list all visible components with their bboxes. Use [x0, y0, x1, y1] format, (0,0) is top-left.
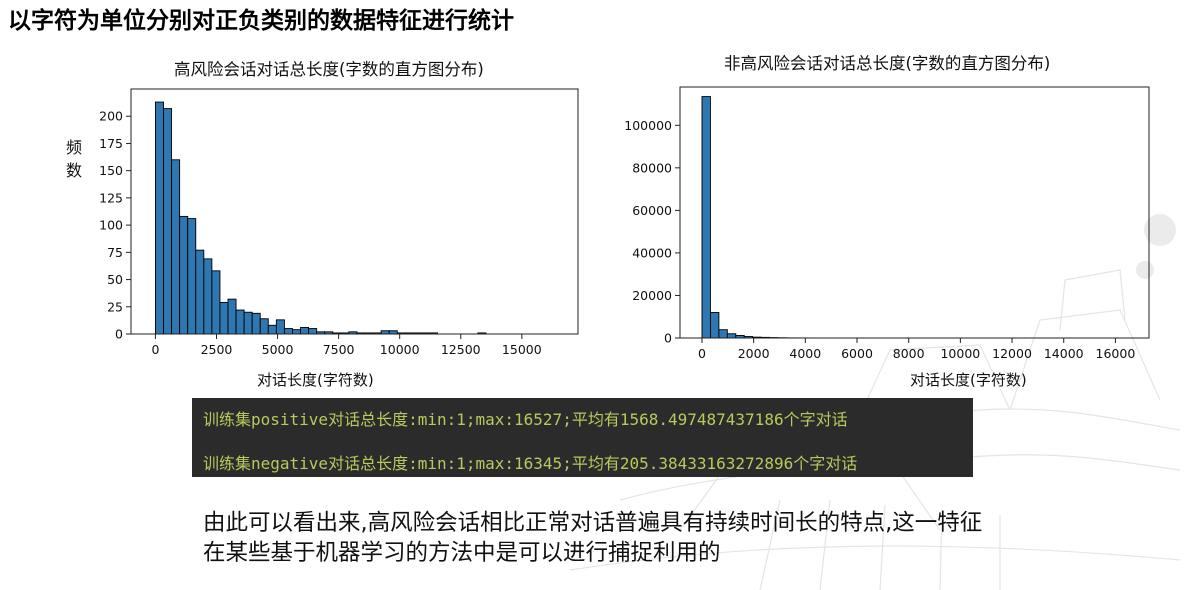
chart-2-x-tick: 0 [698, 338, 706, 361]
svg-text:80000: 80000 [632, 160, 672, 175]
slide-title: 以字符为单位分别对正负类别的数据特征进行统计 [8, 8, 514, 34]
svg-text:12500: 12500 [441, 342, 481, 357]
chart-2-title: 非高风险会话对话总长度(字数的直方图分布) [724, 54, 1051, 73]
svg-text:25: 25 [107, 299, 123, 314]
chart-2-bar [718, 329, 728, 339]
svg-text:60000: 60000 [632, 203, 672, 218]
svg-text:200: 200 [99, 109, 123, 124]
svg-text:125: 125 [99, 190, 123, 205]
chart-1-y-tick: 25 [107, 299, 131, 314]
svg-text:4000: 4000 [789, 346, 821, 361]
svg-text:50: 50 [107, 272, 123, 287]
chart-2-x-axis-label: 对话长度(字符数) [910, 371, 1027, 389]
svg-text:6000: 6000 [841, 346, 873, 361]
svg-text:175: 175 [99, 136, 123, 151]
chart-1-x-tick: 7500 [323, 334, 355, 357]
svg-text:150: 150 [99, 163, 123, 178]
svg-text:75: 75 [107, 245, 123, 260]
chart-2-x-tick: 16000 [1096, 338, 1136, 361]
chart-1-title: 高风险会话对话总长度(字数的直方图分布) [174, 60, 484, 79]
svg-text:2500: 2500 [201, 342, 233, 357]
svg-text:100000: 100000 [624, 118, 672, 133]
chart-1-y-tick: 75 [107, 245, 131, 260]
svg-text:20000: 20000 [632, 288, 672, 303]
chart-1-x-tick: 12500 [441, 334, 481, 357]
svg-text:0: 0 [698, 346, 706, 361]
negative-stats-line: 训练集negative对话总长度:min:1;max:16345;平均有205.… [203, 454, 858, 473]
chart-2-x-tick: 8000 [893, 338, 925, 361]
chart-1-x-tick: 15000 [502, 334, 542, 357]
chart-2-bar [701, 96, 711, 339]
chart-2-x-tick: 6000 [841, 338, 873, 361]
chart-2-y-tick: 20000 [632, 288, 680, 303]
positive-stats-line: 训练集positive对话总长度:min:1;max:16527;平均有1568… [203, 410, 848, 429]
conclusion-text: 由此可以看出来,高风险会话相比正常对话普遍具有持续时间长的特点,这一特征在某些基… [203, 510, 983, 566]
chart-2-x-tick: 2000 [738, 338, 770, 361]
chart-2-x-tick: 4000 [789, 338, 821, 361]
chart-1-x-axis-label: 对话长度(字符数) [257, 371, 374, 389]
chart-2-y-tick: 40000 [632, 245, 680, 260]
svg-text:40000: 40000 [632, 245, 672, 260]
svg-text:100: 100 [99, 218, 123, 233]
chart-1-y-tick: 100 [99, 218, 131, 233]
chart-1-y-tick: 50 [107, 272, 131, 287]
chart-2-y-tick: 80000 [632, 160, 680, 175]
chart-1-x-tick: 10000 [380, 334, 420, 357]
chart-1-y-tick: 0 [115, 327, 131, 342]
chart-2-x-tick: 12000 [992, 338, 1032, 361]
chart-2-y-tick: 60000 [632, 203, 680, 218]
chart-1-plot-frame [130, 88, 579, 335]
svg-text:5000: 5000 [262, 342, 294, 357]
svg-text:0: 0 [115, 327, 123, 342]
svg-text:0: 0 [664, 331, 672, 346]
chart-2-x-tick: 10000 [940, 338, 980, 361]
chart-2-plot-frame [679, 86, 1150, 339]
svg-text:12000: 12000 [992, 346, 1032, 361]
chart-1-y-tick: 125 [99, 190, 131, 205]
chart-2-y-tick: 0 [664, 331, 680, 346]
chart-1-x-tick: 0 [151, 334, 159, 357]
svg-text:14000: 14000 [1044, 346, 1084, 361]
chart-1-y-tick: 200 [99, 109, 131, 124]
code-output-box: 训练集positive对话总长度:min:1;max:16527;平均有1568… [192, 398, 973, 477]
chart-1-y-tick: 150 [99, 163, 131, 178]
svg-text:7500: 7500 [323, 342, 355, 357]
svg-text:0: 0 [151, 342, 159, 357]
svg-text:2000: 2000 [738, 346, 770, 361]
chart-2-bar [726, 333, 737, 339]
svg-text:10000: 10000 [940, 346, 980, 361]
svg-text:15000: 15000 [502, 342, 542, 357]
chart-1-x-tick: 5000 [262, 334, 294, 357]
chart-2-x-tick: 14000 [1044, 338, 1084, 361]
svg-text:8000: 8000 [893, 346, 925, 361]
chart-1-x-tick: 2500 [201, 334, 233, 357]
chart-2-bar [709, 312, 720, 339]
svg-text:16000: 16000 [1096, 346, 1136, 361]
chart-1-y-axis-label: 频数 [65, 138, 82, 180]
chart-2-y-tick: 100000 [624, 118, 680, 133]
chart-1-y-tick: 175 [99, 136, 131, 151]
svg-text:10000: 10000 [380, 342, 420, 357]
